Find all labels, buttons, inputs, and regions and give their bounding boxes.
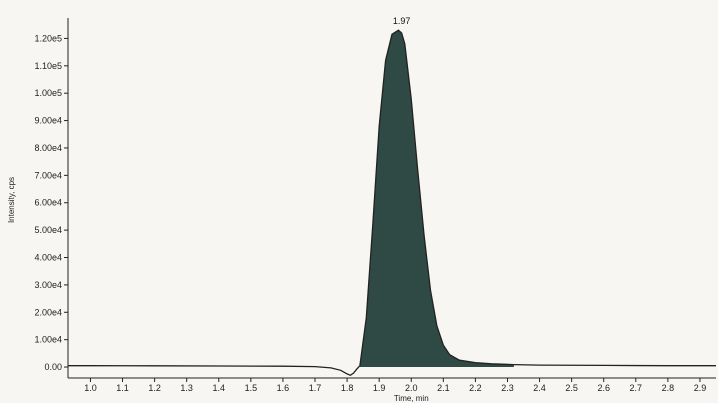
x-axis-title: Time, min [394,394,429,403]
x-tick-label: 2.2 [469,383,482,393]
x-tick-label: 1.2 [148,383,161,393]
peak-area [359,30,514,368]
y-tick-label: 4.00e4 [34,253,62,263]
y-tick-label: 8.00e4 [34,143,62,153]
y-tick-label: 7.00e4 [34,170,62,180]
y-tick-label: 1.10e5 [34,61,62,71]
y-tick-label: 5.00e4 [34,225,62,235]
x-tick-label: 2.7 [630,383,643,393]
y-tick-label: 1.20e5 [34,33,62,43]
y-tick-label: 0.00 [44,362,62,372]
y-tick-label: 2.00e4 [34,307,62,317]
x-tick-label: 2.9 [694,383,707,393]
y-axis-title: Intensity, cps [7,177,16,223]
x-tick-label: 1.8 [341,383,354,393]
y-tick-label: 9.00e4 [34,116,62,126]
y-tick-label: 1.00e4 [34,335,62,345]
x-tick-label: 1.1 [116,383,129,393]
x-tick-label: 1.7 [309,383,322,393]
y-tick-label: 3.00e4 [34,280,62,290]
x-tick-label: 1.9 [373,383,386,393]
x-tick-label: 2.6 [597,383,610,393]
y-tick-label: 6.00e4 [34,198,62,208]
series-line [68,29,716,377]
x-tick-label: 1.4 [213,383,226,393]
y-tick-label: 1.00e5 [34,88,62,98]
x-tick-label: 1.5 [245,383,258,393]
x-tick-label: 2.8 [662,383,675,393]
peak-label: 1.97 [393,16,411,26]
x-tick-label: 2.1 [437,383,450,393]
x-tick-label: 1.6 [277,383,290,393]
x-tick-label: 2.3 [501,383,514,393]
x-tick-label: 2.5 [565,383,578,393]
x-tick-label: 1.0 [84,383,97,393]
x-tick-label: 2.4 [533,383,546,393]
x-tick-label: 2.0 [405,383,418,393]
x-tick-label: 1.3 [180,383,193,393]
